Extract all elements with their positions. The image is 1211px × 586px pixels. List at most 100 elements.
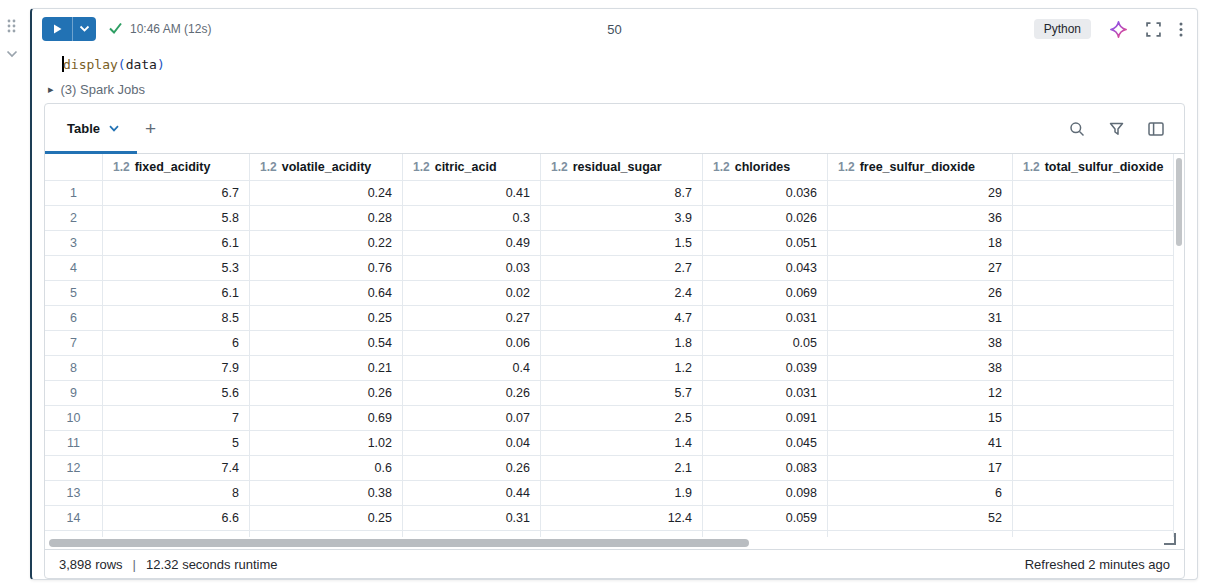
table-cell[interactable]: 8.5 [103,306,250,331]
table-cell[interactable]: 0.25 [250,306,403,331]
table-cell[interactable]: 29 [828,181,1013,206]
column-header[interactable]: 1.2total_sulfur_dioxide [1013,154,1184,181]
table-cell[interactable]: 10 [1013,356,1184,381]
expand-fullscreen-icon[interactable] [1146,22,1161,37]
table-cell[interactable]: 6.1 [103,231,250,256]
table-cell[interactable]: 5.6 [103,381,250,406]
table-cell[interactable]: 0.07 [403,406,541,431]
table-cell[interactable]: 0.49 [403,231,541,256]
table-cell[interactable]: 0.6 [250,456,403,481]
table-cell[interactable]: 15 [828,406,1013,431]
table-cell[interactable]: 31 [828,306,1013,331]
table-cell[interactable]: 10 [1013,206,1184,231]
table-cell[interactable]: 5.8 [103,206,250,231]
table-cell[interactable]: 0.76 [250,256,403,281]
table-cell[interactable]: 5 [103,431,250,456]
table-cell[interactable]: 0.091 [703,406,828,431]
table-cell[interactable]: 0.44 [403,481,541,506]
table-cell[interactable]: 12.4 [541,506,703,531]
table-cell[interactable]: 0.039 [703,356,828,381]
tab-dropdown-chevron-icon[interactable] [109,125,119,132]
table-cell[interactable]: 36 [828,206,1013,231]
table-cell[interactable]: 8 [1013,431,1184,456]
horizontal-scrollbar[interactable] [45,537,1184,549]
table-cell[interactable]: 9 [1013,306,1184,331]
table-cell[interactable]: 18 [1013,506,1184,531]
resize-handle[interactable] [1164,533,1176,545]
table-cell[interactable]: 1.9 [541,481,703,506]
table-cell[interactable]: 8.7 [541,181,703,206]
table-cell[interactable]: 1 [1013,481,1184,506]
table-cell[interactable]: 0.41 [403,181,541,206]
run-options-chevron-icon[interactable] [72,17,96,41]
table-cell[interactable]: 0.06 [403,331,541,356]
column-header[interactable]: 1.2residual_sugar [541,154,703,181]
table-cell[interactable]: 8 [1013,331,1184,356]
table-cell[interactable]: 0.38 [250,481,403,506]
column-header[interactable]: 1.2citric_acid [403,154,541,181]
run-button[interactable] [42,17,96,41]
collapse-cell-chevron-icon[interactable] [6,50,26,58]
table-cell[interactable]: 38 [828,356,1013,381]
table-cell[interactable]: 0.26 [403,381,541,406]
drag-handle-icon[interactable] [6,18,26,34]
kebab-menu-icon[interactable] [1179,22,1183,37]
table-cell[interactable]: 0.098 [703,481,828,506]
horizontal-scrollbar-thumb[interactable] [49,539,749,547]
table-cell[interactable]: 0.04 [403,431,541,456]
table-cell[interactable]: 0.26 [250,381,403,406]
table-cell[interactable]: 1.2 [541,356,703,381]
table-cell[interactable]: 8 [1013,231,1184,256]
table-cell[interactable]: 6.7 [103,181,250,206]
table-cell[interactable]: 0.083 [703,456,828,481]
filter-icon[interactable] [1109,122,1124,136]
columns-panel-icon[interactable] [1148,122,1164,136]
table-cell[interactable]: 0.045 [703,431,828,456]
table-cell[interactable]: 9 [1013,256,1184,281]
table-cell[interactable]: 6 [828,481,1013,506]
table-cell[interactable]: 7.4 [103,456,250,481]
assistant-sparkle-icon[interactable] [1109,20,1128,39]
table-cell[interactable]: 1.5 [541,231,703,256]
add-visualization-button[interactable]: + [135,118,166,140]
table-cell[interactable]: 5.7 [541,381,703,406]
table-cell[interactable]: 0.043 [703,256,828,281]
table-cell[interactable]: 6.6 [103,506,250,531]
table-cell[interactable]: 2 [1013,406,1184,431]
table-cell[interactable]: 0.25 [250,506,403,531]
table-cell[interactable]: 0.02 [403,281,541,306]
table-cell[interactable]: 18 [828,231,1013,256]
table-cell[interactable]: 0.031 [703,381,828,406]
table-cell[interactable]: 1.02 [250,431,403,456]
table-cell[interactable]: 17 [828,456,1013,481]
table-cell[interactable]: 6 [103,331,250,356]
vertical-scrollbar-thumb[interactable] [1176,158,1182,246]
table-cell[interactable]: 5.3 [103,256,250,281]
table-cell[interactable]: 0.22 [250,231,403,256]
table-cell[interactable]: 0.26 [403,456,541,481]
table-cell[interactable]: 8 [1013,381,1184,406]
table-cell[interactable]: 38 [828,331,1013,356]
table-cell[interactable]: 0.54 [250,331,403,356]
table-cell[interactable]: 27 [828,256,1013,281]
table-cell[interactable]: 0.28 [250,206,403,231]
language-selector[interactable]: Python [1034,19,1091,39]
table-cell[interactable]: 1.4 [541,431,703,456]
table-cell[interactable]: 0.03 [403,256,541,281]
table-cell[interactable]: 0.026 [703,206,828,231]
table-cell[interactable]: 0.69 [250,406,403,431]
table-cell[interactable]: 0.64 [250,281,403,306]
code-editor-line[interactable]: display(data) [32,49,1197,75]
table-cell[interactable]: 0.24 [250,181,403,206]
vertical-scrollbar[interactable] [1173,154,1184,537]
table-cell[interactable]: 52 [828,506,1013,531]
table-cell[interactable]: 4 [1013,281,1184,306]
table-cell[interactable]: 0.069 [703,281,828,306]
column-header[interactable]: 1.2volatile_acidity [250,154,403,181]
table-cell[interactable]: 1.8 [541,331,703,356]
table-cell[interactable]: 2.1 [541,456,703,481]
table-cell[interactable]: 2.4 [541,281,703,306]
play-icon[interactable] [42,17,72,41]
table-cell[interactable]: 12 [828,381,1013,406]
table-cell[interactable]: 7 [103,406,250,431]
